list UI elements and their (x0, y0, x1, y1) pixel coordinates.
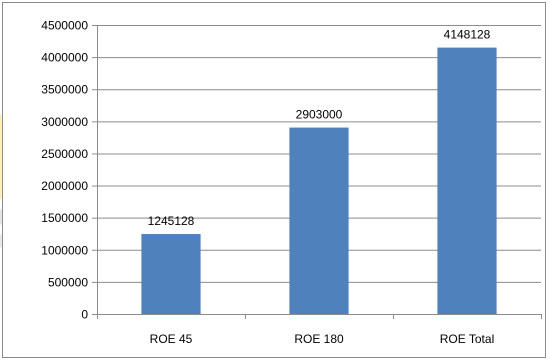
y-tick-label: 4000000 (41, 51, 88, 65)
bar (289, 127, 349, 314)
x-tick-label: ROE 45 (150, 332, 193, 346)
x-axis: ROE 45 ROE 180 ROE Total (97, 314, 542, 346)
x-tick-label: ROE 180 (294, 332, 344, 346)
data-label: 4148128 (444, 28, 491, 42)
y-tick-label: 3000000 (41, 115, 88, 129)
data-label: 2903000 (296, 108, 343, 122)
data-label: 1245128 (148, 214, 195, 228)
y-axis: 0 500000 1000000 1500000 2000000 2500000 30000… (41, 19, 98, 322)
y-tick-label: 2500000 (41, 147, 88, 161)
x-tick-label: ROE Total (440, 332, 494, 346)
y-tick-label: 1000000 (41, 243, 88, 257)
y-tick-label: 3500000 (41, 83, 88, 97)
y-tick-label: 4500000 (41, 19, 88, 33)
bar (141, 234, 201, 314)
y-tick-label: 0 (81, 308, 88, 322)
bar (437, 47, 497, 315)
y-tick-label: 2000000 (41, 179, 88, 193)
y-tick-label: 500000 (48, 275, 88, 289)
y-tick-label: 1500000 (41, 211, 88, 225)
data-labels: 1245128 2903000 4148128 (148, 28, 491, 228)
bars (141, 47, 497, 315)
